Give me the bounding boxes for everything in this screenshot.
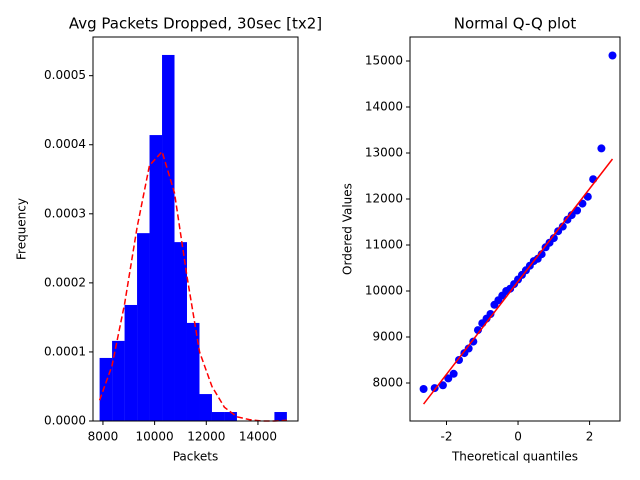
x-tick-label: 8000 xyxy=(88,430,119,444)
y-tick-label: 9000 xyxy=(372,330,403,344)
axes-frame xyxy=(409,36,621,422)
fit-line xyxy=(98,150,287,422)
x-tick-label: -2 xyxy=(441,430,453,444)
y-tick-label: 0.0005 xyxy=(44,68,86,82)
subplot: Avg Packets Dropped, 30sec [tx2] Packets F… xyxy=(15,15,323,464)
x-tick-label: 12000 xyxy=(187,430,225,444)
x-tick-label: 10000 xyxy=(136,430,174,444)
histogram-bar xyxy=(211,412,225,421)
y-tick-label: 15000 xyxy=(365,54,403,68)
scatter-point xyxy=(558,222,567,231)
y-tick-label: 0.0001 xyxy=(44,344,86,358)
scatter-point xyxy=(608,51,617,60)
y-axis-label: Frequency xyxy=(15,198,29,260)
x-axis-label: Theoretical quantiles xyxy=(451,450,578,464)
scatter-point xyxy=(449,369,458,378)
y-tick-label: 11000 xyxy=(365,238,403,252)
y-axis-label: Ordered Values xyxy=(341,183,355,275)
histogram-bar xyxy=(162,54,175,421)
x-tick-label: 2 xyxy=(586,430,594,444)
scatter-point xyxy=(549,234,558,243)
y-tick-label: 14000 xyxy=(365,100,403,114)
histogram-bar xyxy=(149,135,163,421)
y-tick-label: 10000 xyxy=(365,284,403,298)
histogram-bar xyxy=(224,412,237,421)
y-tick-label: 12000 xyxy=(365,192,403,206)
y-tick-label: 0.0000 xyxy=(44,414,86,428)
x-tick-label: 14000 xyxy=(239,430,277,444)
y-tick-label: 8000 xyxy=(372,376,403,390)
scatter-point xyxy=(567,211,576,220)
scatter-point xyxy=(419,384,428,393)
histogram-bar xyxy=(174,242,187,421)
subplot-title: Normal Q-Q plot xyxy=(454,15,577,33)
y-tick-label: 13000 xyxy=(365,146,403,160)
scatter-point xyxy=(455,356,464,365)
x-tick-label: 0 xyxy=(514,430,522,444)
histogram-bar xyxy=(199,394,212,421)
subplot: Normal Q-Q plot Theoretical quantiles Orde… xyxy=(341,15,621,464)
scatter-point xyxy=(444,374,453,383)
fit-line xyxy=(423,158,614,405)
y-tick-label: 0.0003 xyxy=(44,206,86,220)
histogram-bar xyxy=(186,322,200,421)
scatter-point xyxy=(597,144,606,153)
scatter-point xyxy=(469,337,478,346)
histogram-bar xyxy=(99,357,113,421)
subplot-title: Avg Packets Dropped, 30sec [tx2] xyxy=(69,15,322,33)
scatter-point xyxy=(438,381,447,390)
y-tick-label: 0.0002 xyxy=(44,275,86,289)
axes-frame xyxy=(92,36,299,422)
y-tick-label: 0.0004 xyxy=(44,137,86,151)
histogram-bar xyxy=(112,340,125,421)
histogram-bar xyxy=(274,412,287,421)
x-axis-label: Packets xyxy=(173,450,219,464)
scatter-point xyxy=(486,310,495,319)
histogram-bar xyxy=(137,233,150,421)
scatter-point xyxy=(464,344,473,353)
histogram-bar xyxy=(124,304,138,421)
scatter-point xyxy=(537,250,546,259)
